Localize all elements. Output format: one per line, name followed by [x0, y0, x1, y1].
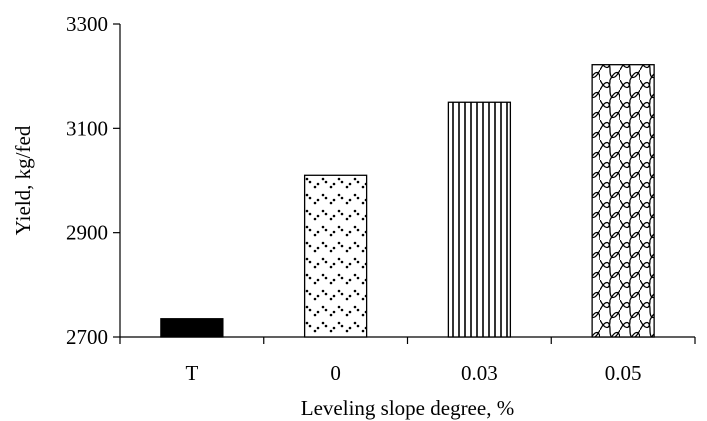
bar [160, 318, 224, 338]
x-tick-label: 0.05 [605, 361, 642, 385]
y-tick-label: 2700 [66, 325, 108, 349]
bar [591, 64, 655, 338]
y-axis-title: Yield, kg/fed [11, 125, 35, 235]
y-tick-label: 3300 [66, 12, 108, 36]
bars-group [160, 64, 655, 338]
x-axis-title: Leveling slope degree, % [301, 396, 514, 420]
x-tick-label: T [185, 361, 198, 385]
x-axis: T 0 0.03 0.05 [119, 336, 696, 385]
x-tick-label: 0 [330, 361, 341, 385]
y-tick-label: 3100 [66, 116, 108, 140]
x-tick-label: 0.03 [461, 361, 498, 385]
bar [447, 101, 512, 338]
y-tick-label: 2900 [66, 221, 108, 245]
y-axis: 2700 2900 3100 3300 [66, 12, 121, 349]
bar [303, 174, 368, 338]
